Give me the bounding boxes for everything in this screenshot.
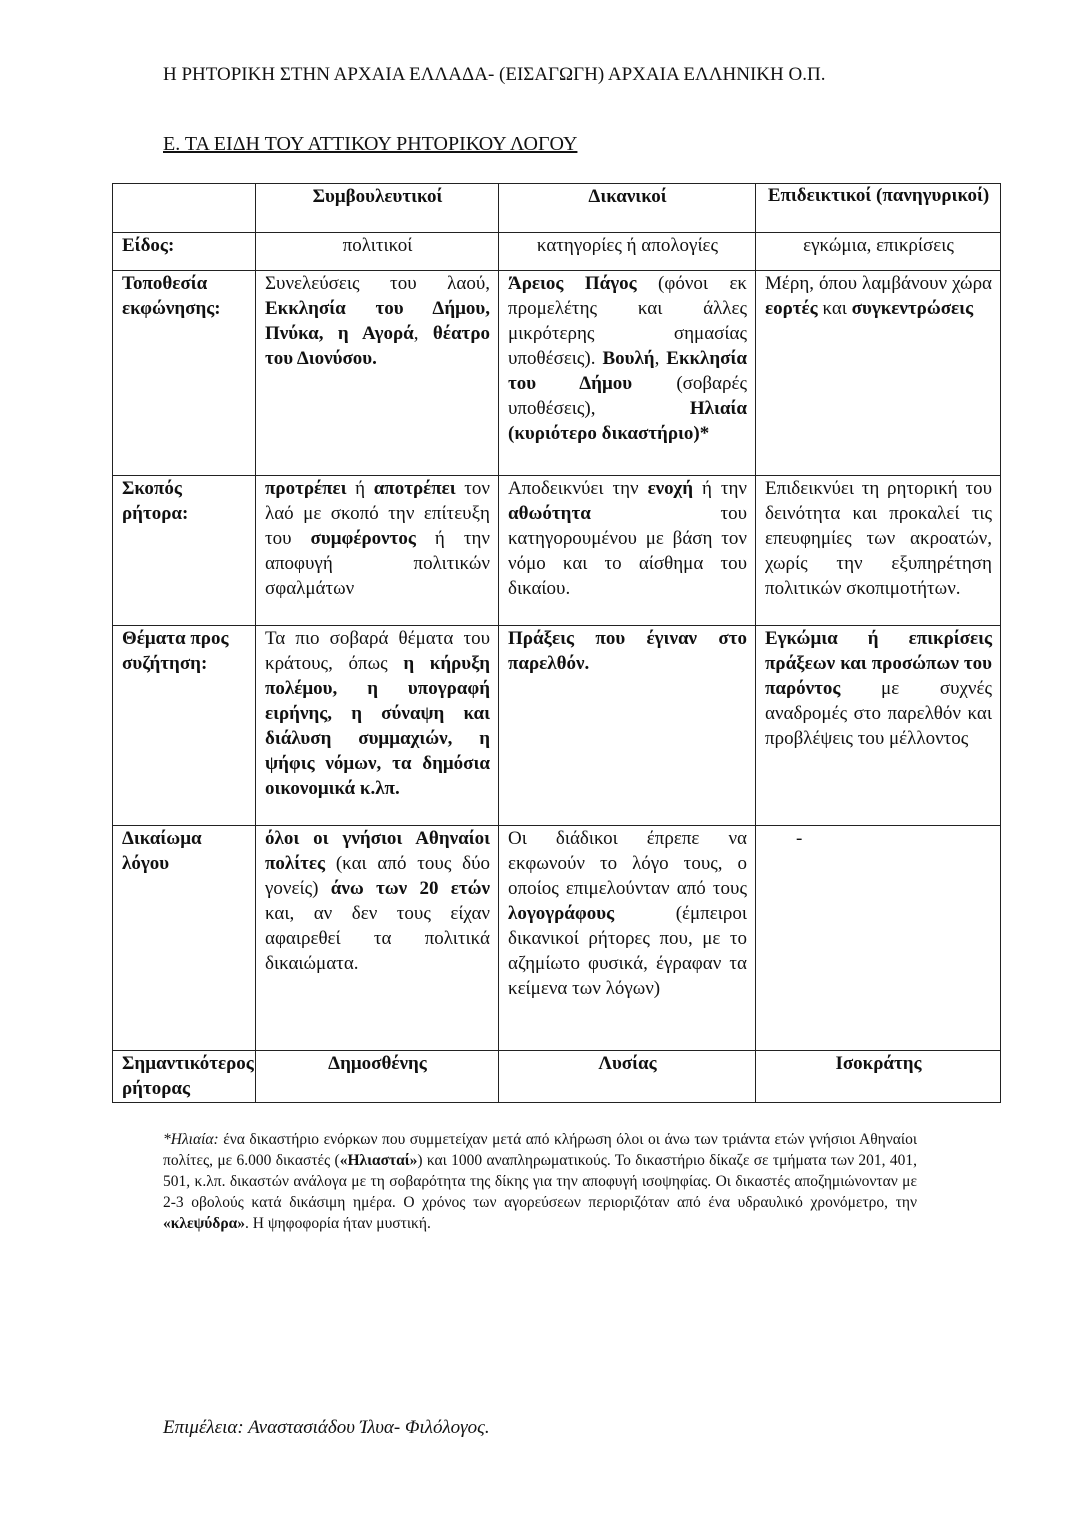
page-footer: Επιμέλεια: Αναστασιάδου Ίλυα- Φιλόλογος.: [163, 1417, 490, 1438]
table-cell: Εγκώμια ή επικρίσεις πράξεων και προσώπω…: [755, 625, 1001, 826]
text-segment: και, αν δεν τους είχαν αφαιρεθεί τα πολι…: [265, 903, 490, 974]
text-segment: *Ηλιαία:: [163, 1131, 219, 1148]
text-segment: (έμπειροι δικανικοί ρήτορες που, με το α…: [508, 903, 747, 999]
text-segment: όλοι οι γνήσιοι Αθηναίοι πολίτες: [265, 828, 490, 874]
text-segment: Δημοσθένης: [328, 1053, 427, 1074]
text-segment: Οι διάδικοι έπρεπε να εκφωνούν το λόγο τ…: [508, 828, 747, 899]
text-segment: «κλεψύδρα»: [163, 1215, 246, 1232]
table-header-row: Συμβουλευτικοί Δικανικοί Επιδεικτικοί (παν…: [112, 183, 1001, 233]
table-cell: όλοι οι γνήσιοι Αθηναίοι πολίτες (και απ…: [255, 825, 499, 1051]
table-cell: Άρειος Πάγος (φόνοι εκ προμελέτης και άλ…: [498, 270, 756, 476]
text-segment: τον λαό με σκοπό την επίτευξη του: [265, 478, 490, 549]
table-cell: Μέρη, όπου λαμβάνουν χώρα εορτές και συγ…: [755, 270, 1001, 476]
text-segment: εγκώμια, επικρίσεις: [803, 235, 954, 256]
text-segment: πολιτικοί: [342, 235, 413, 256]
text-segment: Εγκώμια ή επικρίσεις πράξεων και προσώπω…: [765, 628, 992, 699]
table-cell: Πράξεις που έγιναν στο παρελθόν.: [498, 625, 756, 826]
table-cell: -: [755, 825, 1001, 1051]
text-segment: Λυσίας: [598, 1053, 657, 1074]
text-segment: λογογράφους: [508, 903, 615, 924]
text-segment: ενοχή: [647, 478, 694, 499]
text-segment: Τα πιο σοβαρά θέματα του κράτους, όπως: [265, 628, 490, 674]
table-row: Σκοπός ρήτορα: προτρέπει ή αποτρέπει τον …: [112, 475, 1001, 626]
text-segment: η κήρυξη πολέμου, η υπογραφή ειρήνης, η …: [265, 653, 491, 799]
table-row: Δικαίωμα λόγου όλοι οι γνήσιοι Αθηναίοι π…: [112, 825, 1001, 1051]
table-cell: Συνελεύσεις του λαού, Εκκλησία του Δήμου…: [255, 270, 499, 476]
table-cell: Τα πιο σοβαρά θέματα του κράτους, όπως η…: [255, 625, 499, 826]
text-segment: . Η ψηφοφορία ήταν μυστική.: [245, 1215, 431, 1232]
text-segment: αποτρέπει: [373, 478, 456, 499]
text-segment: ή την: [693, 478, 747, 499]
text-segment: εορτές: [765, 298, 818, 319]
table-cell: Οι διάδικοι έπρεπε να εκφωνούν το λόγο τ…: [498, 825, 756, 1051]
column-header: Επιδεικτικοί (πανηγυρικοί): [755, 183, 1001, 233]
text-segment: (και από τους δύο γονείς): [265, 853, 490, 899]
row-label: Είδος:: [112, 232, 256, 271]
row-label: Θέματα προς συζήτηση:: [112, 625, 256, 826]
table-cell: προτρέπει ή αποτρέπει τον λαό με σκοπό τ…: [255, 475, 499, 626]
text-segment: Άρειος Πάγος: [508, 273, 637, 294]
text-segment: (σοβαρές υποθέσεις),: [508, 373, 747, 419]
table-cell: πολιτικοί: [255, 232, 499, 271]
column-header: Συμβουλευτικοί: [255, 183, 499, 233]
text-segment: ή: [346, 478, 374, 499]
text-segment: ένα δικαστήριο ενόρκων που συμμετείχαν μ…: [163, 1131, 917, 1169]
text-segment: θέατρο του Διονύσου.: [265, 323, 490, 369]
text-segment: Πράξεις που έγιναν στο παρελθόν.: [508, 628, 747, 674]
table-cell: εγκώμια, επικρίσεις: [755, 232, 1001, 271]
table-row: Θέματα προς συζήτηση: Τα πιο σοβαρά θέματ…: [112, 625, 1001, 826]
text-segment: Συνελεύσεις του λαού,: [265, 273, 490, 294]
text-segment: Βουλή: [602, 348, 655, 369]
table-cell: Ισοκράτης: [755, 1050, 1001, 1103]
table-cell: κατηγορίες ή απολογίες: [498, 232, 756, 271]
text-segment: του κατηγορουμένου με βάση τον νόμο και …: [508, 503, 747, 599]
table-row: Είδος: πολιτικοί κατηγορίες ή απολογίες εγκ…: [112, 232, 1001, 271]
rhetoric-types-table: Συμβουλευτικοί Δικανικοί Επιδεικτικοί (παν…: [112, 183, 1001, 1103]
text-segment: Μέρη, όπου λαμβάνουν χώρα: [765, 273, 992, 294]
text-segment: και: [817, 298, 852, 319]
text-segment: συγκεντρώσεις: [851, 298, 974, 319]
column-header: [112, 183, 256, 233]
row-label: Σημαντικότερος ρήτορας: [112, 1050, 256, 1103]
text-segment: -: [796, 828, 803, 849]
row-label: Σκοπός ρήτορα:: [112, 475, 256, 626]
table-cell: Λυσίας: [498, 1050, 756, 1103]
table-row: Τοποθεσία εκφώνησης: Συνελεύσεις του λαού…: [112, 270, 1001, 476]
row-label: Δικαίωμα λόγου: [112, 825, 256, 1051]
text-segment: ) και 1000 αναπληρωματικούς. Το δικαστήρ…: [163, 1152, 917, 1211]
text-segment: συμφέροντος: [310, 528, 416, 549]
text-segment: Ισοκράτης: [835, 1053, 922, 1074]
text-segment: ή την αποφυγή πολιτικών σφαλμάτων: [265, 528, 490, 599]
column-header: Δικανικοί: [498, 183, 756, 233]
table-row: Σημαντικότερος ρήτορας Δημοσθένης Λυσίας Ισ…: [112, 1050, 1001, 1103]
table-cell: Αποδεικνύει την ενοχή ή την αθωότητα του…: [498, 475, 756, 626]
page-header: Η ΡΗΤΟΡΙΚΗ ΣΤΗΝ ΑΡΧΑΙΑ ΕΛΛΑΔΑ- (ΕΙΣΑΓΩΓΗ…: [163, 64, 826, 85]
text-segment: «Ηλιασταί»: [339, 1152, 418, 1169]
footnote: *Ηλιαία: ένα δικαστήριο ενόρκων που συμμ…: [163, 1129, 917, 1234]
text-segment: κατηγορίες ή απολογίες: [536, 235, 719, 256]
table-cell: Δημοσθένης: [255, 1050, 499, 1103]
table-cell: Επιδεικνύει τη ρητορική του δεινότητα κα…: [755, 475, 1001, 626]
text-segment: άνω των 20 ετών: [330, 878, 490, 899]
text-segment: (φόνοι εκ προμελέτης και άλλες μικρότερη…: [508, 273, 747, 369]
text-segment: ,: [654, 348, 667, 369]
text-segment: ,: [413, 323, 433, 344]
text-segment: Αποδεικνύει την: [508, 478, 648, 499]
text-segment: αθωότητα: [508, 503, 591, 524]
section-title: Ε. ΤΑ ΕΙΔΗ ΤΟΥ ΑΤΤΙΚΟΥ ΡΗΤΟΡΙΚΟΥ ΛΟΓΟΥ: [163, 133, 578, 155]
text-segment: Ηλιαία (κυριότερο δικαστήριο)*: [508, 398, 747, 444]
row-label: Τοποθεσία εκφώνησης:: [112, 270, 256, 476]
text-segment: με συχνές αναδρομές στο παρελθόν και προ…: [765, 678, 992, 749]
text-segment: Εκκλησία του Δήμου, Πνύκα, η Αγορά: [265, 298, 490, 344]
text-segment: Εκκλησία του Δήμου: [508, 348, 748, 394]
text-segment: Επιδεικνύει τη ρητορική του δεινότητα κα…: [765, 478, 992, 599]
text-segment: προτρέπει: [265, 478, 347, 499]
